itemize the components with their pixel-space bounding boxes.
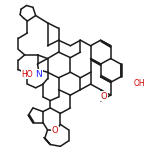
Text: O: O — [52, 126, 58, 135]
Text: OH: OH — [134, 79, 145, 88]
Text: HO: HO — [22, 70, 33, 79]
Text: O: O — [101, 92, 108, 100]
Text: N: N — [35, 70, 42, 79]
